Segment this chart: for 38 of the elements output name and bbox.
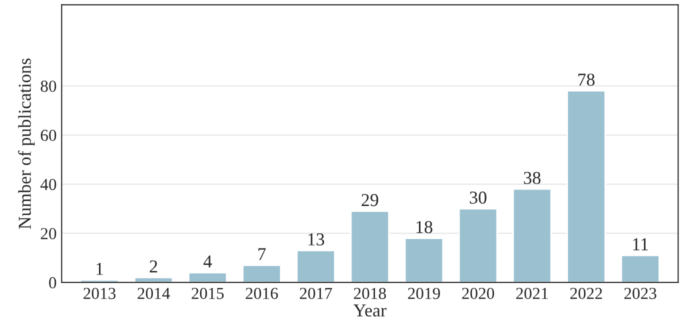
- y-tick-label: 20: [40, 228, 56, 240]
- bar: [404, 238, 444, 282]
- data-label: 7: [258, 248, 266, 260]
- bar: [350, 210, 390, 282]
- x-tick-label: 2020: [462, 288, 494, 300]
- bar: [566, 90, 606, 282]
- data-label: 30: [470, 192, 486, 204]
- x-tick-label: 2016: [246, 288, 278, 300]
- data-label: 13: [308, 233, 324, 246]
- data-label: 29: [362, 194, 378, 206]
- x-tick-label: 2014: [138, 288, 170, 300]
- x-tick-label: 2013: [84, 288, 116, 300]
- x-tick-label: 2023: [624, 288, 656, 300]
- data-label: 2: [150, 260, 158, 272]
- data-label: 78: [578, 74, 595, 86]
- data-label: 4: [204, 256, 212, 268]
- y-tick-label: 0: [49, 277, 56, 288]
- bar: [242, 264, 282, 282]
- y-tick-label: 60: [40, 130, 56, 141]
- y-tick-label: 80: [40, 80, 56, 92]
- x-tick-label: 2017: [300, 288, 332, 300]
- x-tick-label: 2022: [570, 288, 602, 300]
- data-label: 18: [416, 221, 432, 234]
- y-axis-title: Number of publications: [18, 58, 35, 229]
- x-axis-title: Year: [353, 304, 386, 317]
- bar: [458, 208, 498, 282]
- data-label: 11: [633, 238, 648, 250]
- bar: [296, 250, 336, 282]
- data-label: 1: [96, 262, 103, 275]
- bar: [620, 254, 660, 282]
- x-tick-label: 2019: [408, 288, 440, 300]
- bar: [512, 188, 552, 282]
- y-tick-label: 40: [40, 178, 56, 190]
- x-tick-label: 2018: [354, 288, 386, 300]
- bar: [188, 272, 228, 282]
- x-tick-label: 2021: [516, 288, 548, 300]
- data-label: 38: [524, 172, 540, 184]
- x-tick-label: 2015: [192, 288, 224, 300]
